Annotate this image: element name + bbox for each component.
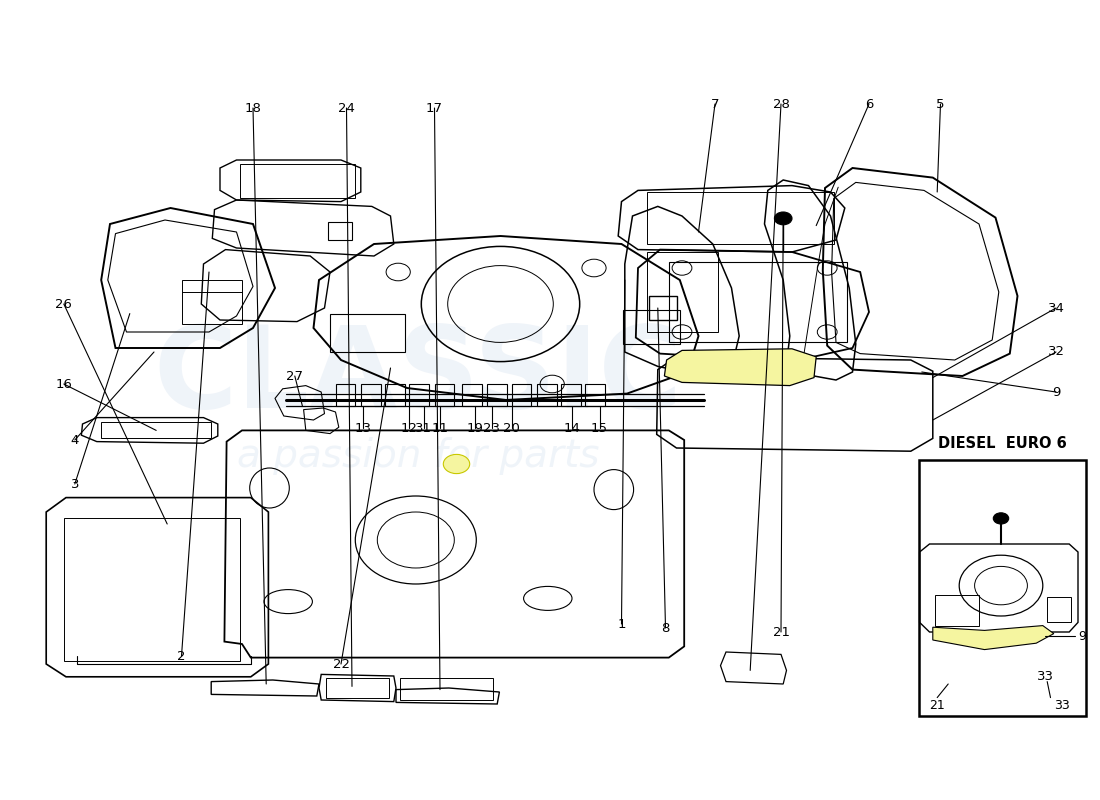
- Bar: [585, 384, 605, 406]
- Text: 6: 6: [865, 98, 873, 110]
- Bar: [537, 384, 557, 406]
- Text: 16: 16: [55, 378, 73, 390]
- Bar: [669, 262, 847, 342]
- Bar: [182, 280, 242, 324]
- Text: 22: 22: [332, 658, 350, 670]
- Bar: [326, 678, 389, 698]
- Circle shape: [993, 513, 1009, 524]
- Text: 33: 33: [1054, 699, 1069, 712]
- Text: 18: 18: [244, 102, 262, 114]
- Polygon shape: [933, 626, 1054, 650]
- Bar: [512, 384, 531, 406]
- Text: 12: 12: [400, 422, 418, 434]
- Bar: [361, 384, 381, 406]
- Text: 32: 32: [1047, 346, 1065, 358]
- Bar: [385, 384, 405, 406]
- Bar: [462, 384, 482, 406]
- Text: 7: 7: [711, 98, 719, 110]
- Text: 2: 2: [177, 650, 186, 662]
- Bar: [1047, 597, 1071, 622]
- Text: 13: 13: [354, 422, 372, 434]
- Text: 33: 33: [1036, 670, 1054, 682]
- Text: 34: 34: [1047, 302, 1065, 314]
- Bar: [561, 384, 581, 406]
- Bar: [330, 314, 405, 352]
- Bar: [647, 192, 834, 244]
- Bar: [64, 518, 240, 661]
- Text: DIESEL  EURO 6: DIESEL EURO 6: [937, 437, 1067, 451]
- Text: 27: 27: [286, 370, 304, 382]
- Text: 14: 14: [563, 422, 581, 434]
- Text: 1: 1: [617, 618, 626, 630]
- Text: 26: 26: [55, 298, 73, 310]
- Bar: [487, 384, 507, 406]
- Text: 31: 31: [415, 422, 432, 434]
- Text: 24: 24: [338, 102, 355, 114]
- Bar: [101, 422, 211, 438]
- Text: a passion for parts: a passion for parts: [236, 437, 600, 475]
- Bar: [623, 310, 680, 344]
- Circle shape: [774, 212, 792, 225]
- Text: 20: 20: [503, 422, 520, 434]
- Text: 3: 3: [70, 478, 79, 490]
- Polygon shape: [664, 349, 816, 386]
- Text: 21: 21: [772, 626, 790, 638]
- Text: CLASSIC: CLASSIC: [154, 321, 682, 431]
- Text: 17: 17: [426, 102, 443, 114]
- Text: 15: 15: [591, 422, 608, 434]
- Text: 11: 11: [431, 422, 449, 434]
- Bar: [649, 296, 676, 320]
- Text: 19: 19: [466, 422, 484, 434]
- Bar: [409, 384, 429, 406]
- Text: 9: 9: [1052, 386, 1060, 398]
- Bar: [647, 252, 718, 332]
- Text: 5: 5: [936, 98, 945, 110]
- Text: 21: 21: [930, 699, 945, 712]
- Text: 9: 9: [1078, 630, 1086, 642]
- Bar: [434, 384, 454, 406]
- Circle shape: [443, 454, 470, 474]
- Text: 28: 28: [772, 98, 790, 110]
- FancyBboxPatch shape: [918, 460, 1086, 716]
- Bar: [328, 222, 352, 240]
- Bar: [400, 678, 493, 700]
- Text: 4: 4: [70, 434, 79, 446]
- Text: 8: 8: [661, 622, 670, 634]
- Bar: [240, 164, 355, 198]
- Bar: [336, 384, 355, 406]
- Text: 23: 23: [483, 422, 500, 434]
- Bar: [935, 595, 979, 626]
